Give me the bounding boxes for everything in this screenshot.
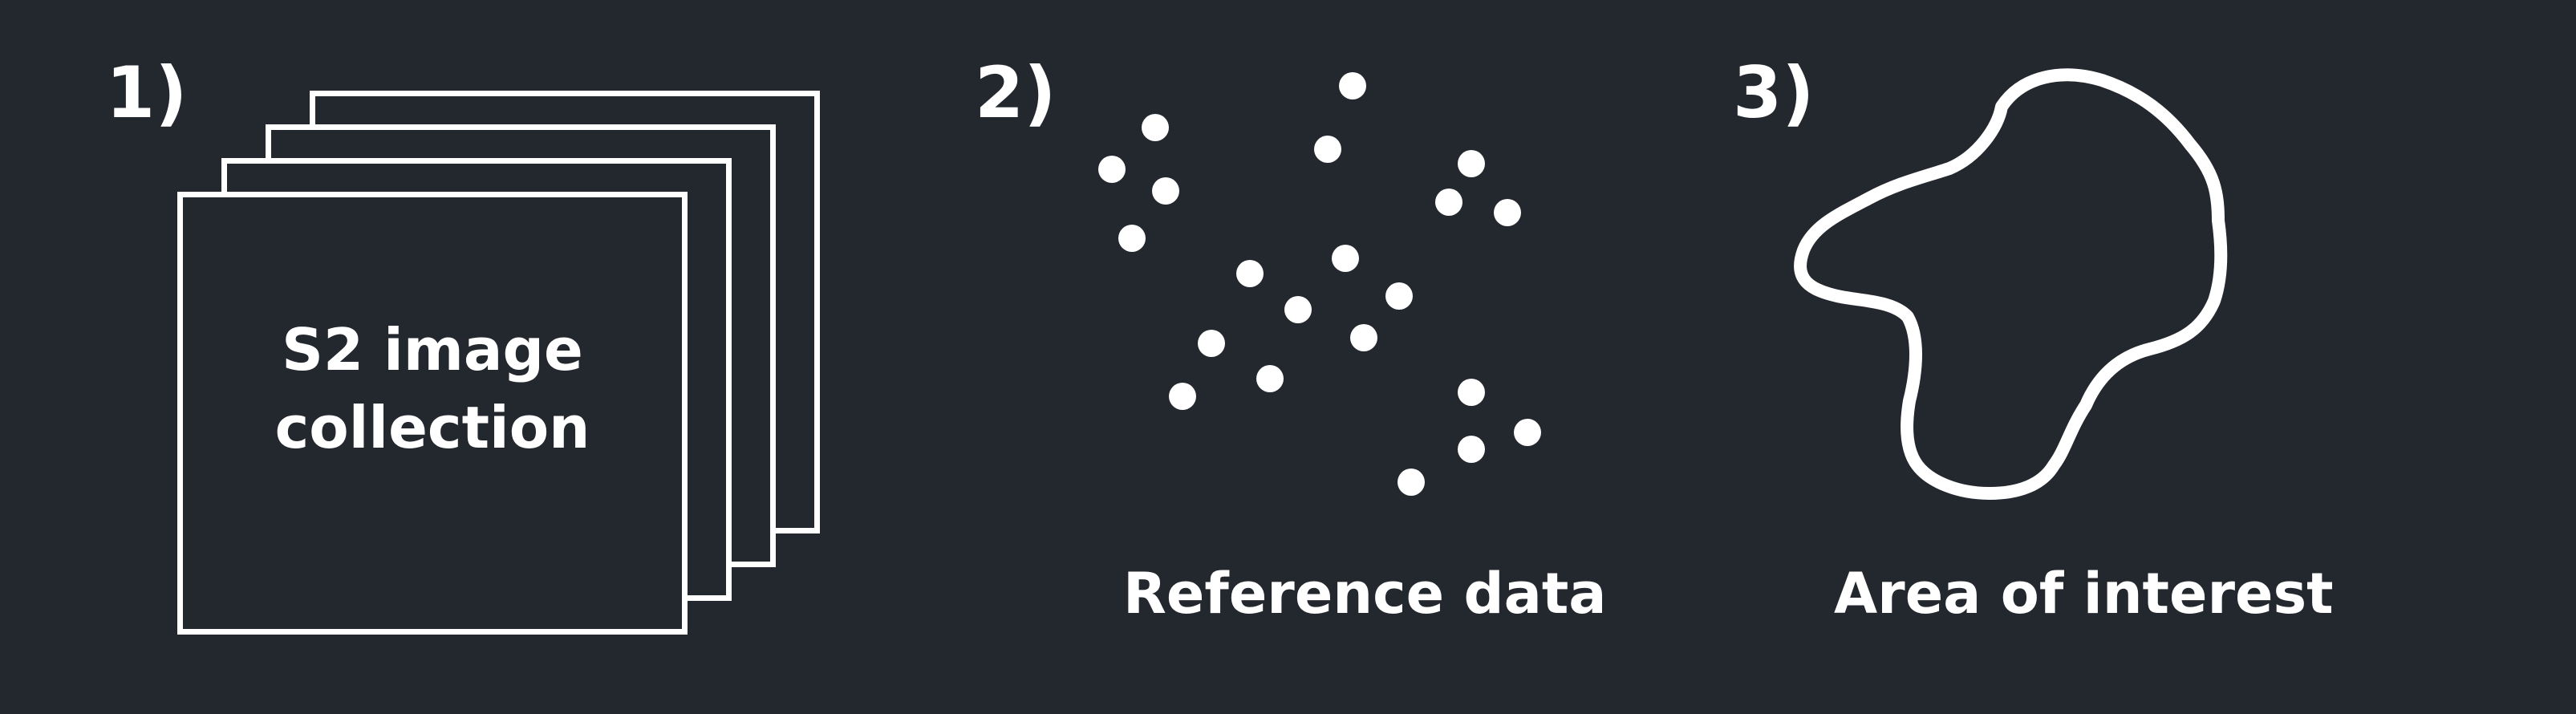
reference-point — [1169, 383, 1196, 410]
reference-point — [1458, 436, 1485, 463]
reference-point — [1256, 365, 1284, 392]
reference-point — [1458, 379, 1485, 406]
step-3-number: 3) — [1733, 51, 1815, 134]
reference-point — [1142, 114, 1169, 141]
reference-point — [1458, 150, 1485, 177]
image-collection-label: S2 image collection — [274, 315, 590, 461]
reference-point — [1332, 245, 1359, 272]
reference-point — [1152, 177, 1179, 205]
reference-point — [1514, 419, 1541, 446]
reference-data-caption: Reference data — [1123, 561, 1607, 627]
image-frame-front: S2 image collection — [177, 192, 688, 635]
step-2-number: 2) — [975, 51, 1057, 134]
reference-point — [1398, 469, 1425, 496]
reference-point — [1435, 189, 1462, 216]
area-of-interest-caption: Area of interest — [1834, 561, 2334, 627]
reference-point — [1098, 156, 1126, 183]
reference-point — [1350, 324, 1377, 351]
reference-point — [1198, 330, 1225, 357]
reference-point — [1236, 260, 1264, 287]
step-1-number: 1) — [106, 51, 188, 134]
reference-point — [1385, 282, 1413, 310]
reference-point — [1284, 296, 1312, 323]
reference-point — [1314, 136, 1341, 163]
reference-point — [1118, 225, 1146, 252]
reference-point — [1339, 72, 1366, 99]
reference-point — [1494, 199, 1521, 226]
area-of-interest-outline — [1794, 68, 2228, 500]
